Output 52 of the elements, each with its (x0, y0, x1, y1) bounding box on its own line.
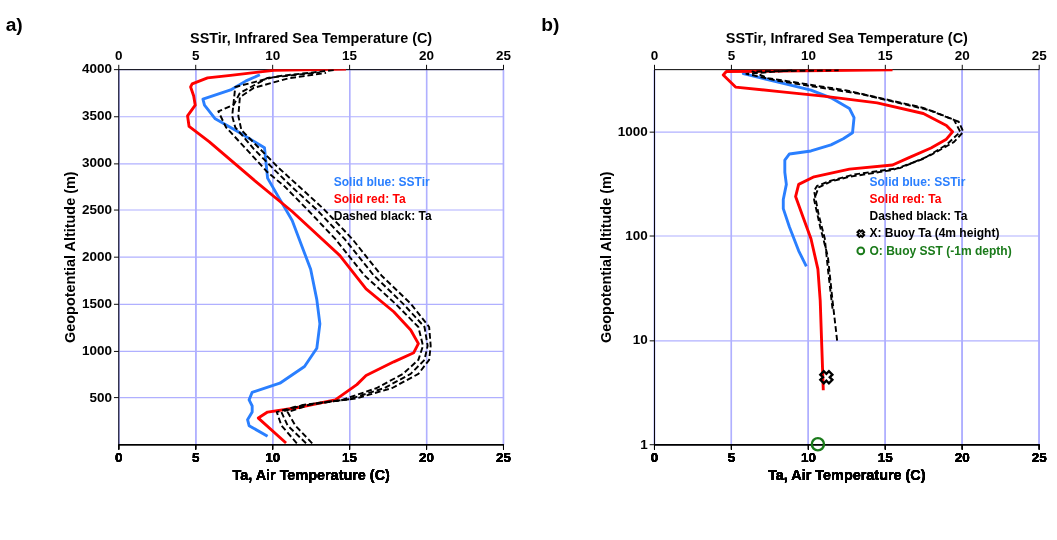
x2-tick-label: 25 (1031, 48, 1048, 64)
x-axis-title: Ta, Air Temperature (C) (768, 467, 926, 484)
series-label: Dashed black: Ta (333, 209, 432, 224)
x2-tick-label: 15 (877, 48, 894, 64)
x2-axis-title: SSTir, Infrared Sea Temperature (C) (725, 29, 969, 46)
x2-tick-label: 10 (800, 48, 816, 64)
y-tick-label: 1 (640, 436, 649, 452)
y-tick-label: 2000 (82, 249, 113, 265)
x2-tick-label: 0 (650, 48, 659, 64)
series-label: Solid red: Ta (869, 191, 942, 206)
x-axis-title: Ta, Air Temperature (C) (232, 467, 391, 484)
y-axis-title: Geopotential Altitude (m) (62, 171, 79, 343)
y-tick-label: 100 (625, 228, 648, 244)
x-tick-label: 25 (1031, 450, 1048, 466)
text: Dashed black: Ta (869, 209, 968, 224)
y-tick-label: 2500 (82, 202, 113, 218)
chart-title: b) (541, 13, 560, 35)
x-tick-label: 0 (115, 450, 123, 466)
y-tick-label: 3000 (82, 155, 113, 171)
x-tick-label: 15 (342, 450, 358, 466)
x2-tick-label: 0 (115, 48, 123, 64)
text: Solid blue: SSTir (869, 174, 966, 189)
x2-tick-label: 25 (496, 48, 512, 64)
text: Solid red: Ta (333, 191, 406, 206)
x2-tick-label: 20 (419, 48, 435, 64)
x-tick-label: 5 (727, 450, 736, 466)
y-tick-label: 500 (89, 389, 113, 405)
text: Solid blue: SSTir (333, 174, 430, 189)
x-tick-label: 20 (419, 450, 435, 466)
y-tick-label: 3500 (82, 108, 113, 124)
y-tick-label: 4000 (82, 61, 113, 77)
x-tick-label: 20 (954, 450, 970, 466)
x-tick-label: 10 (265, 450, 281, 466)
x2-tick-label: 10 (265, 48, 281, 64)
legend-label: X: Buoy Ta (4m height) (869, 226, 1000, 241)
y-tick-label: 1000 (617, 124, 648, 140)
x2-tick-label: 20 (954, 48, 970, 64)
y-axis-title: Geopotential Altitude (m) (598, 171, 615, 343)
x-tick-label: 0 (650, 450, 659, 466)
x-tick-label: 15 (877, 450, 894, 466)
x2-tick-label: 15 (342, 48, 358, 64)
x-tick-label: 10 (800, 450, 816, 466)
y-tick-label: 10 (632, 332, 648, 348)
y-tick-label: 1000 (82, 342, 113, 358)
x-tick-label: 5 (191, 450, 200, 466)
chart-title: a) (5, 13, 23, 35)
legend-label: O: Buoy SST (-1m depth) (869, 243, 1012, 258)
x2-tick-label: 5 (727, 48, 736, 64)
y-tick-label: 1500 (82, 295, 113, 311)
x2-tick-label: 5 (191, 48, 200, 64)
x2-axis-title: SSTir, Infrared Sea Temperature (C) (190, 29, 433, 46)
x-tick-label: 25 (496, 450, 512, 466)
